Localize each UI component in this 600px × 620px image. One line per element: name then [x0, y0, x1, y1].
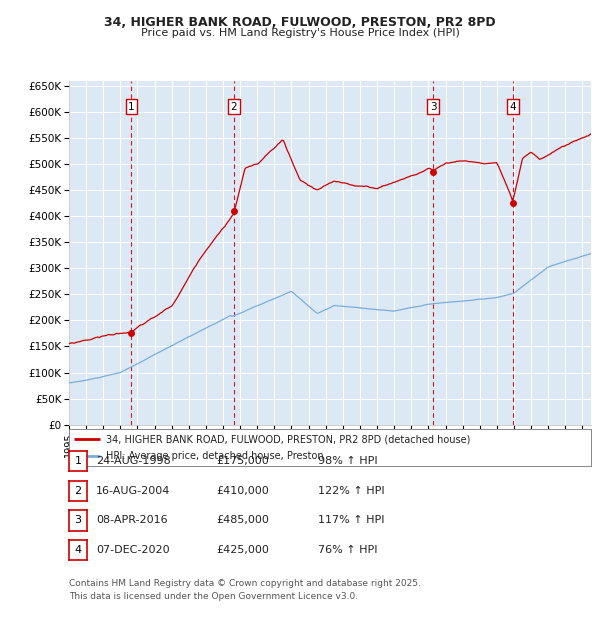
- Text: 08-APR-2016: 08-APR-2016: [96, 515, 167, 526]
- Text: 98% ↑ HPI: 98% ↑ HPI: [318, 456, 377, 466]
- Text: 122% ↑ HPI: 122% ↑ HPI: [318, 485, 385, 496]
- Text: 3: 3: [430, 102, 436, 112]
- Text: 76% ↑ HPI: 76% ↑ HPI: [318, 545, 377, 556]
- Text: £410,000: £410,000: [216, 485, 269, 496]
- Text: 3: 3: [74, 515, 82, 526]
- Text: 34, HIGHER BANK ROAD, FULWOOD, PRESTON, PR2 8PD (detached house): 34, HIGHER BANK ROAD, FULWOOD, PRESTON, …: [106, 435, 470, 445]
- Text: HPI: Average price, detached house, Preston: HPI: Average price, detached house, Pres…: [106, 451, 323, 461]
- Text: Contains HM Land Registry data © Crown copyright and database right 2025.: Contains HM Land Registry data © Crown c…: [69, 578, 421, 588]
- Text: 24-AUG-1998: 24-AUG-1998: [96, 456, 171, 466]
- Text: This data is licensed under the Open Government Licence v3.0.: This data is licensed under the Open Gov…: [69, 592, 358, 601]
- Text: £425,000: £425,000: [216, 545, 269, 556]
- Text: 16-AUG-2004: 16-AUG-2004: [96, 485, 170, 496]
- Text: 4: 4: [509, 102, 516, 112]
- Text: 07-DEC-2020: 07-DEC-2020: [96, 545, 170, 556]
- Text: £485,000: £485,000: [216, 515, 269, 526]
- Text: 117% ↑ HPI: 117% ↑ HPI: [318, 515, 385, 526]
- Text: 34, HIGHER BANK ROAD, FULWOOD, PRESTON, PR2 8PD: 34, HIGHER BANK ROAD, FULWOOD, PRESTON, …: [104, 16, 496, 29]
- Text: 1: 1: [128, 102, 135, 112]
- Text: 2: 2: [230, 102, 237, 112]
- Text: 2: 2: [74, 485, 82, 496]
- Text: £175,000: £175,000: [216, 456, 269, 466]
- Text: 4: 4: [74, 545, 82, 556]
- Text: Price paid vs. HM Land Registry's House Price Index (HPI): Price paid vs. HM Land Registry's House …: [140, 28, 460, 38]
- Text: 1: 1: [74, 456, 82, 466]
